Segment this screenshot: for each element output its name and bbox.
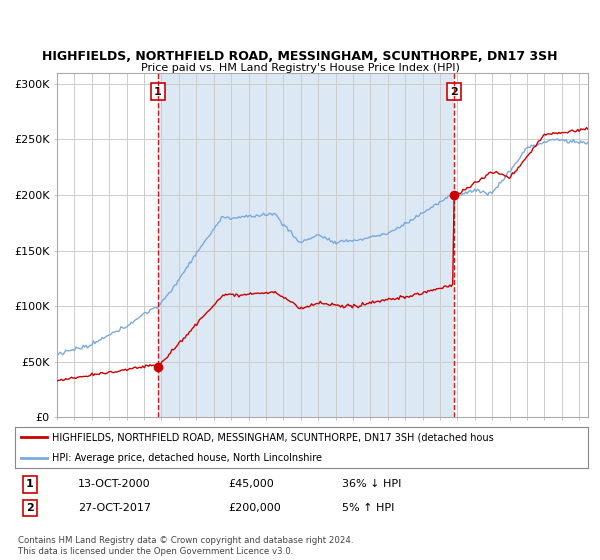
- Text: HIGHFIELDS, NORTHFIELD ROAD, MESSINGHAM, SCUNTHORPE, DN17 3SH: HIGHFIELDS, NORTHFIELD ROAD, MESSINGHAM,…: [42, 49, 558, 63]
- Text: 1: 1: [154, 87, 162, 97]
- Text: £200,000: £200,000: [228, 503, 281, 513]
- Text: 2: 2: [450, 87, 458, 97]
- Text: 13-OCT-2000: 13-OCT-2000: [78, 479, 151, 489]
- Text: 5% ↑ HPI: 5% ↑ HPI: [342, 503, 394, 513]
- Text: Price paid vs. HM Land Registry's House Price Index (HPI): Price paid vs. HM Land Registry's House …: [140, 63, 460, 73]
- Text: Contains HM Land Registry data © Crown copyright and database right 2024.
This d: Contains HM Land Registry data © Crown c…: [18, 536, 353, 556]
- Text: 2: 2: [26, 503, 34, 513]
- Text: HPI: Average price, detached house, North Lincolnshire: HPI: Average price, detached house, Nort…: [52, 452, 322, 463]
- Bar: [158, 73, 454, 417]
- Text: 36% ↓ HPI: 36% ↓ HPI: [342, 479, 401, 489]
- Text: 1: 1: [26, 479, 34, 489]
- Text: £45,000: £45,000: [228, 479, 274, 489]
- Text: 27-OCT-2017: 27-OCT-2017: [78, 503, 151, 513]
- Text: HIGHFIELDS, NORTHFIELD ROAD, MESSINGHAM, SCUNTHORPE, DN17 3SH (detached hous: HIGHFIELDS, NORTHFIELD ROAD, MESSINGHAM,…: [52, 432, 494, 442]
